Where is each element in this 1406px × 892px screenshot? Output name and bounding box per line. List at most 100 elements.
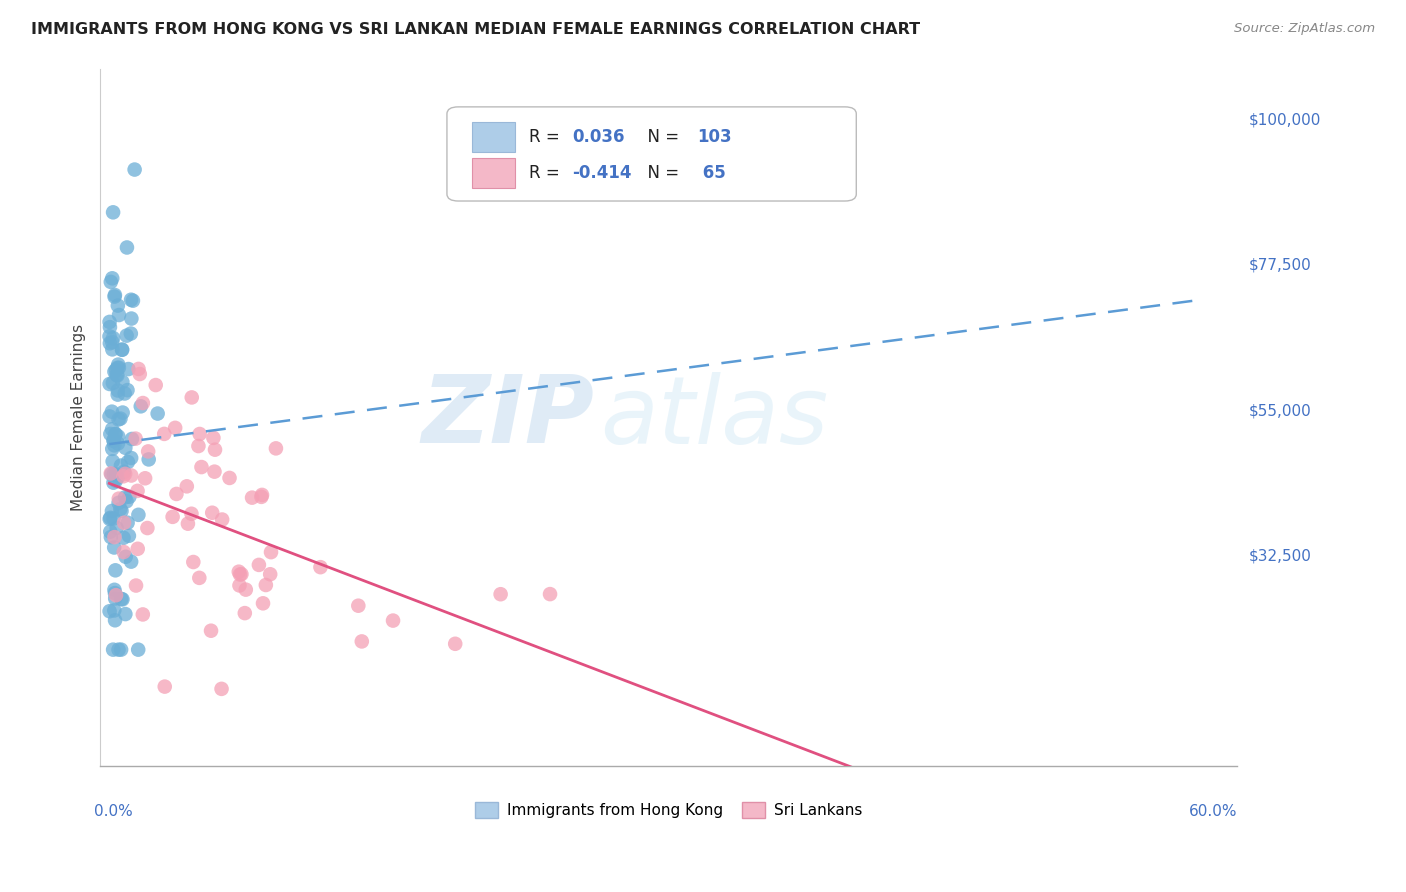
Point bbox=[98, 427, 121, 442]
Point bbox=[107, 470, 129, 484]
Point bbox=[101, 405, 124, 419]
FancyBboxPatch shape bbox=[447, 107, 856, 201]
Point bbox=[111, 343, 134, 357]
Point bbox=[188, 571, 211, 585]
Point bbox=[103, 475, 125, 490]
Point bbox=[489, 587, 512, 601]
Point bbox=[382, 614, 405, 628]
Point bbox=[98, 336, 121, 351]
Text: 0.0%: 0.0% bbox=[94, 805, 134, 819]
Point bbox=[229, 567, 252, 582]
Point bbox=[115, 240, 138, 254]
Point bbox=[98, 524, 121, 539]
Point bbox=[105, 368, 128, 382]
Point bbox=[204, 465, 226, 479]
Text: 103: 103 bbox=[697, 128, 731, 146]
Point bbox=[101, 335, 124, 350]
Point bbox=[111, 406, 134, 420]
Point bbox=[104, 586, 127, 600]
Point bbox=[118, 529, 141, 543]
Point bbox=[127, 642, 149, 657]
Point bbox=[101, 205, 124, 219]
Point bbox=[115, 494, 138, 508]
Point bbox=[117, 362, 139, 376]
Text: ZIP: ZIP bbox=[422, 371, 595, 463]
Point bbox=[120, 468, 142, 483]
Point bbox=[104, 427, 127, 442]
Point bbox=[202, 431, 225, 445]
Point bbox=[98, 512, 121, 526]
Text: IMMIGRANTS FROM HONG KONG VS SRI LANKAN MEDIAN FEMALE EARNINGS CORRELATION CHART: IMMIGRANTS FROM HONG KONG VS SRI LANKAN … bbox=[31, 22, 920, 37]
Point bbox=[104, 467, 127, 482]
Point bbox=[110, 458, 132, 473]
Point bbox=[125, 578, 148, 592]
Point bbox=[98, 329, 121, 343]
Point bbox=[211, 681, 233, 696]
Point bbox=[145, 378, 167, 392]
Point bbox=[107, 384, 129, 398]
Point bbox=[101, 454, 124, 468]
Point bbox=[103, 530, 125, 544]
Point bbox=[254, 578, 277, 592]
Point bbox=[240, 491, 263, 505]
Point bbox=[117, 383, 139, 397]
Point bbox=[347, 599, 370, 613]
Point bbox=[101, 504, 124, 518]
Point bbox=[136, 521, 159, 535]
Point bbox=[252, 596, 274, 610]
Text: 65: 65 bbox=[697, 164, 725, 182]
Y-axis label: Median Female Earnings: Median Female Earnings bbox=[72, 324, 86, 511]
Point bbox=[218, 471, 240, 485]
Point bbox=[247, 558, 270, 572]
Point bbox=[146, 407, 169, 421]
Point bbox=[101, 422, 124, 436]
Point bbox=[103, 582, 125, 597]
Point bbox=[104, 613, 127, 627]
Point bbox=[180, 507, 202, 521]
Point bbox=[105, 368, 128, 383]
Point bbox=[101, 442, 124, 456]
Point bbox=[129, 400, 152, 414]
Point bbox=[110, 411, 132, 425]
Point bbox=[188, 427, 211, 442]
Point bbox=[98, 604, 121, 618]
Point bbox=[114, 549, 136, 564]
Point bbox=[107, 358, 129, 372]
Point bbox=[100, 275, 122, 289]
Point bbox=[121, 432, 143, 446]
Point bbox=[127, 508, 149, 522]
Point bbox=[153, 680, 176, 694]
Point bbox=[104, 288, 127, 302]
Point bbox=[103, 290, 125, 304]
Point bbox=[180, 391, 202, 405]
Point bbox=[104, 474, 127, 488]
Point bbox=[107, 491, 129, 506]
Point bbox=[114, 491, 136, 505]
Point bbox=[98, 315, 121, 329]
Point bbox=[104, 563, 127, 577]
Point bbox=[228, 578, 250, 592]
Point bbox=[260, 545, 283, 559]
Point bbox=[127, 483, 149, 498]
Point bbox=[107, 642, 129, 657]
Point bbox=[120, 555, 142, 569]
Point bbox=[115, 328, 138, 343]
Point bbox=[162, 509, 184, 524]
Text: 0.036: 0.036 bbox=[572, 128, 624, 146]
Point bbox=[114, 386, 136, 401]
Point bbox=[264, 442, 287, 456]
Point bbox=[101, 331, 124, 345]
Point bbox=[100, 467, 122, 481]
Point bbox=[105, 360, 128, 375]
Point bbox=[103, 603, 125, 617]
Point bbox=[132, 607, 155, 622]
Text: N =: N = bbox=[637, 128, 685, 146]
Point bbox=[187, 439, 209, 453]
Bar bbox=[472, 159, 515, 188]
Text: $32,500: $32,500 bbox=[1249, 549, 1312, 564]
Point bbox=[166, 487, 188, 501]
Point bbox=[122, 293, 145, 308]
Point bbox=[138, 452, 160, 467]
Point bbox=[110, 502, 132, 516]
Point bbox=[112, 465, 135, 479]
